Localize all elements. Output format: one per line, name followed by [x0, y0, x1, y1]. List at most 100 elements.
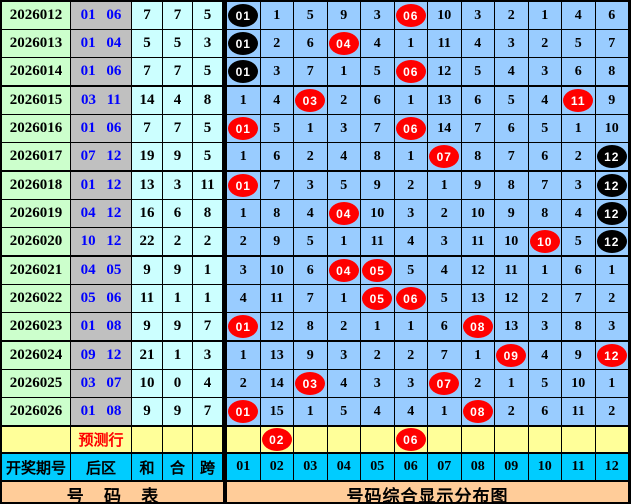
span-cell: 8	[193, 87, 223, 114]
miss-count-cell: 11	[361, 228, 395, 255]
miss-count-cell: 9	[562, 342, 596, 369]
miss-count-cell: 1	[260, 2, 294, 29]
miss-count-cell: 1	[394, 313, 428, 340]
number-cell	[528, 427, 562, 452]
miss-count-cell: 11	[562, 398, 596, 425]
back-zone-cell: 07 12	[71, 143, 132, 170]
lottery-ball: 06	[395, 287, 426, 310]
miss-count-cell: 5	[461, 58, 495, 85]
lottery-ball: 06	[395, 60, 426, 83]
miss-count-cell: 1	[294, 398, 328, 425]
miss-count-cell: 7	[528, 172, 562, 199]
lottery-ball: 01	[228, 315, 259, 338]
sum-cell: 9	[132, 313, 163, 340]
data-row: 2026012 01 06 7 7 5 01 1 5 9 3 06 10 3 2 1 4 6	[2, 2, 629, 30]
ball-column-header: 08	[461, 454, 495, 480]
vertical-divider	[223, 370, 227, 397]
miss-count-cell: 5	[327, 398, 361, 425]
lottery-ball: 06	[395, 4, 426, 27]
ball-cell: 12	[595, 200, 629, 227]
back-zone-cell: 01 06	[71, 2, 132, 29]
span-cell: 5	[193, 58, 223, 85]
miss-count-cell: 7	[495, 143, 529, 170]
sum-cell: 19	[132, 143, 163, 170]
ball-cell: 06	[394, 2, 428, 29]
miss-count-cell: 5	[428, 285, 462, 312]
span-cell: 7	[193, 313, 223, 340]
lottery-ball: 09	[496, 344, 527, 367]
vertical-divider	[223, 482, 227, 502]
miss-count-cell: 6	[294, 30, 328, 57]
miss-count-cell: 9	[260, 228, 294, 255]
miss-count-cell: 6	[528, 143, 562, 170]
period-cell: 2026020	[2, 228, 71, 255]
miss-count-cell: 3	[394, 200, 428, 227]
miss-count-cell: 12	[495, 285, 529, 312]
lottery-ball: 03	[295, 372, 326, 395]
lottery-ball: 06	[395, 117, 426, 140]
ball-cell: 08	[461, 398, 495, 425]
ball-cell: 06	[394, 285, 428, 312]
span-cell: 3	[193, 342, 223, 369]
miss-count-cell: 5	[361, 58, 395, 85]
miss-count-cell: 12	[260, 313, 294, 340]
miss-count-cell: 4	[327, 370, 361, 397]
ball-cell: 01	[227, 30, 261, 57]
miss-count-cell: 5	[327, 172, 361, 199]
vertical-divider	[223, 58, 227, 85]
miss-count-cell: 4	[562, 2, 596, 29]
miss-count-cell: 5	[294, 2, 328, 29]
miss-count-cell: 9	[461, 172, 495, 199]
data-row: 2026014 01 06 7 7 5 01 3 7 1 5 06 12 5 4 3 6 8	[2, 58, 629, 87]
miss-count-cell: 8	[495, 172, 529, 199]
lottery-ball: 01	[228, 400, 259, 423]
number-cell	[327, 427, 361, 452]
miss-count-cell: 1	[227, 200, 261, 227]
combined-header: 合	[163, 454, 193, 480]
miss-count-cell: 3	[428, 228, 462, 255]
period-cell: 2026025	[2, 370, 71, 397]
lottery-ball: 03	[295, 89, 326, 112]
back-zone-cell: 01 04	[71, 30, 132, 57]
sum-cell: 22	[132, 228, 163, 255]
miss-count-cell: 6	[562, 58, 596, 85]
vertical-divider	[223, 143, 227, 170]
miss-count-cell: 2	[227, 370, 261, 397]
back-zone-header: 后区	[71, 454, 132, 480]
ball-cell: 01	[227, 2, 261, 29]
miss-count-cell: 4	[528, 87, 562, 114]
period-cell: 2026017	[2, 143, 71, 170]
miss-count-cell: 7	[294, 285, 328, 312]
miss-count-cell: 3	[327, 342, 361, 369]
miss-count-cell: 13	[495, 313, 529, 340]
miss-count-cell: 3	[260, 58, 294, 85]
miss-count-cell: 3	[294, 172, 328, 199]
span-cell	[193, 427, 223, 452]
combined-cell: 7	[163, 58, 193, 85]
miss-count-cell: 2	[428, 200, 462, 227]
combined-cell: 7	[163, 2, 193, 29]
lottery-ball: 01	[228, 174, 259, 197]
combined-cell: 2	[163, 228, 193, 255]
sum-cell: 9	[132, 257, 163, 284]
miss-count-cell: 1	[361, 313, 395, 340]
miss-count-cell: 6	[428, 313, 462, 340]
miss-count-cell: 5	[260, 115, 294, 142]
data-row: 2026017 07 12 19 9 5 1 6 2 4 8 1 07 8 7 6 2 12	[2, 143, 629, 172]
miss-count-cell: 5	[562, 228, 596, 255]
sum-cell: 7	[132, 58, 163, 85]
span-cell: 7	[193, 398, 223, 425]
prediction-label: 预测行	[71, 427, 132, 452]
miss-count-cell: 8	[260, 200, 294, 227]
miss-count-cell: 10	[562, 370, 596, 397]
lottery-ball: 02	[261, 428, 292, 451]
ball-column-header: 10	[528, 454, 562, 480]
ball-cell: 10	[528, 228, 562, 255]
miss-count-cell: 2	[528, 30, 562, 57]
data-row: 2026021 04 05 9 9 1 3 10 6 04 05 5 4 12 11 1 6 1	[2, 257, 629, 285]
miss-count-cell: 9	[495, 200, 529, 227]
vertical-divider	[223, 200, 227, 227]
miss-count-cell: 6	[595, 2, 629, 29]
period-cell: 2026021	[2, 257, 71, 284]
ball-cell: 01	[227, 115, 261, 142]
